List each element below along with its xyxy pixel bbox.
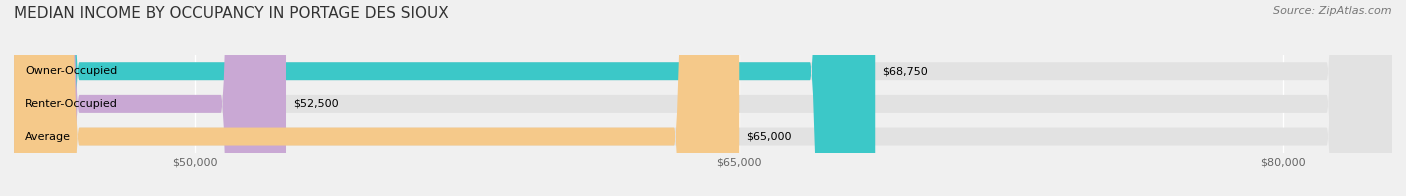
Text: $65,000: $65,000 [747, 132, 792, 142]
Text: Owner-Occupied: Owner-Occupied [25, 66, 117, 76]
Text: Source: ZipAtlas.com: Source: ZipAtlas.com [1274, 6, 1392, 16]
FancyBboxPatch shape [14, 0, 1392, 196]
FancyBboxPatch shape [14, 0, 1392, 196]
Text: MEDIAN INCOME BY OCCUPANCY IN PORTAGE DES SIOUX: MEDIAN INCOME BY OCCUPANCY IN PORTAGE DE… [14, 6, 449, 21]
FancyBboxPatch shape [14, 0, 1392, 196]
FancyBboxPatch shape [14, 0, 285, 196]
Text: Renter-Occupied: Renter-Occupied [25, 99, 118, 109]
Text: $52,500: $52,500 [292, 99, 339, 109]
FancyBboxPatch shape [14, 0, 876, 196]
FancyBboxPatch shape [14, 0, 740, 196]
Text: $68,750: $68,750 [882, 66, 928, 76]
Text: Average: Average [25, 132, 72, 142]
